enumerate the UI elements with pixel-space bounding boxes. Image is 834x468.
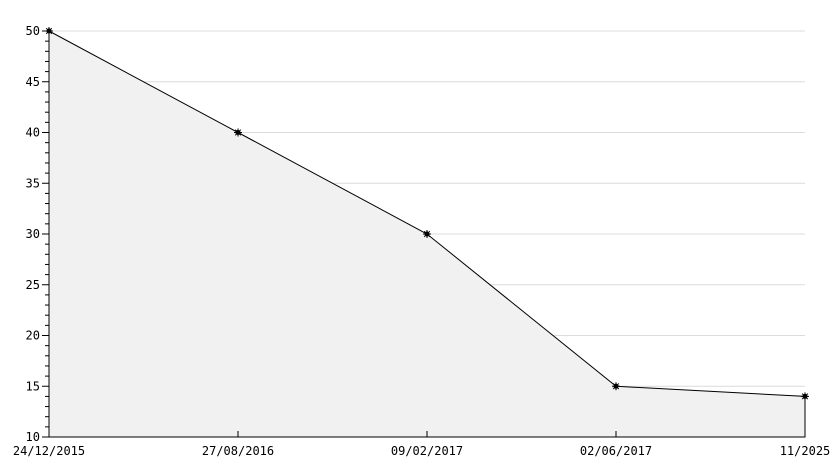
data-point-marker — [612, 382, 620, 391]
y-axis-label: 20 — [26, 329, 40, 343]
data-point-marker — [801, 392, 809, 401]
y-axis-label: 15 — [26, 379, 40, 393]
y-axis-label: 45 — [26, 75, 40, 89]
y-axis-label: 40 — [26, 126, 40, 140]
data-point-marker — [423, 230, 431, 238]
x-axis-label: 02/06/2017 — [580, 444, 652, 458]
x-axis-label: 27/08/2016 — [202, 444, 274, 458]
y-axis-label: 35 — [26, 176, 40, 190]
y-axis-label: 50 — [26, 24, 40, 38]
y-axis-label: 10 — [26, 430, 40, 444]
y-axis-label: 25 — [26, 278, 40, 292]
x-axis-label: 09/02/2017 — [391, 444, 463, 458]
y-axis-label: 30 — [26, 227, 40, 241]
data-point-marker — [45, 27, 53, 35]
x-axis-label: 24/12/2015 — [13, 444, 85, 458]
data-point-marker — [234, 128, 242, 137]
x-axis-label: 11/2025 — [780, 444, 831, 458]
